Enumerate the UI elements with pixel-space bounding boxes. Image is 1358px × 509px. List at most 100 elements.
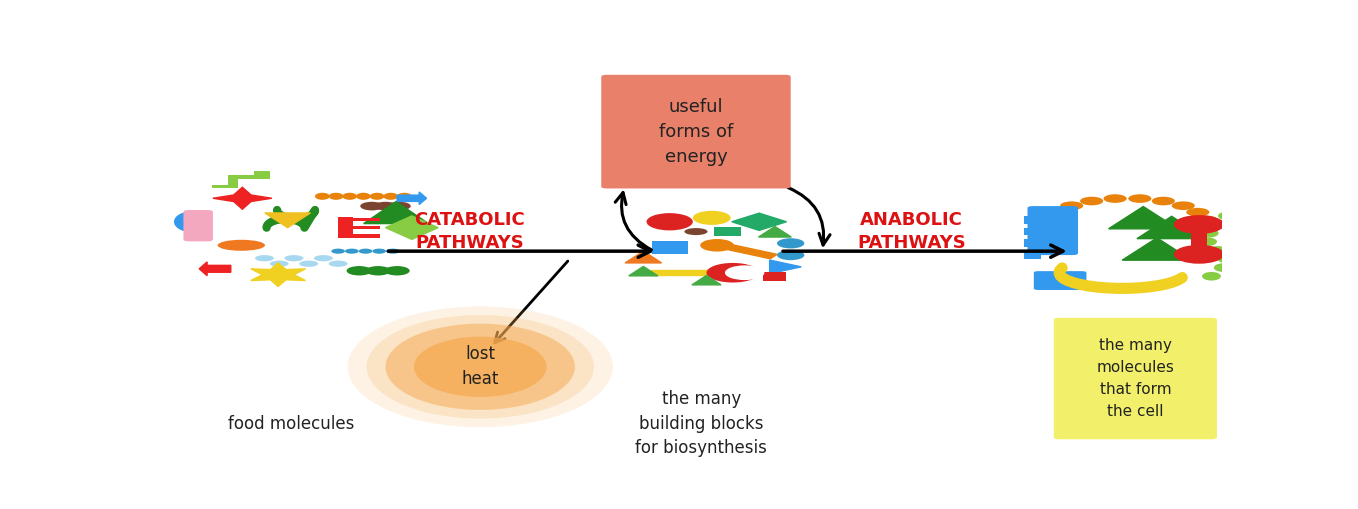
Text: the many
molecules
that form
the cell: the many molecules that form the cell — [1096, 338, 1175, 419]
Polygon shape — [364, 202, 428, 223]
Circle shape — [777, 238, 804, 248]
Ellipse shape — [1209, 246, 1228, 254]
Circle shape — [1194, 215, 1217, 224]
Polygon shape — [720, 244, 777, 259]
Ellipse shape — [217, 240, 265, 251]
Ellipse shape — [174, 212, 208, 232]
Polygon shape — [693, 275, 721, 285]
Polygon shape — [1122, 238, 1192, 260]
Bar — [763, 272, 786, 281]
Polygon shape — [1108, 207, 1177, 229]
Circle shape — [725, 265, 765, 280]
Bar — [1191, 224, 1207, 254]
Ellipse shape — [315, 193, 330, 200]
Polygon shape — [652, 270, 709, 275]
Bar — [338, 234, 380, 238]
Ellipse shape — [329, 261, 348, 267]
Circle shape — [1172, 202, 1195, 210]
Bar — [1024, 228, 1042, 236]
Circle shape — [384, 266, 410, 275]
Ellipse shape — [1218, 212, 1237, 220]
FancyBboxPatch shape — [1028, 206, 1078, 255]
FancyBboxPatch shape — [602, 75, 790, 188]
Ellipse shape — [314, 255, 333, 261]
Circle shape — [777, 250, 804, 260]
Ellipse shape — [329, 193, 344, 200]
Bar — [1024, 239, 1042, 247]
Ellipse shape — [1202, 272, 1221, 280]
Ellipse shape — [397, 193, 411, 200]
Ellipse shape — [359, 248, 372, 253]
Ellipse shape — [348, 306, 612, 427]
Ellipse shape — [299, 261, 318, 267]
Circle shape — [1061, 202, 1084, 210]
Circle shape — [1187, 208, 1210, 216]
Polygon shape — [759, 227, 792, 237]
Ellipse shape — [369, 193, 384, 200]
Circle shape — [1080, 196, 1103, 205]
Bar — [652, 241, 687, 254]
Ellipse shape — [284, 255, 303, 261]
Ellipse shape — [331, 248, 345, 253]
Circle shape — [365, 266, 391, 275]
Ellipse shape — [373, 202, 397, 210]
Polygon shape — [1137, 216, 1206, 239]
Bar — [338, 217, 353, 238]
Circle shape — [701, 239, 733, 251]
Polygon shape — [732, 213, 786, 231]
Bar — [1024, 251, 1042, 259]
Polygon shape — [625, 251, 661, 263]
Bar — [1024, 216, 1042, 224]
Circle shape — [1128, 194, 1152, 203]
Ellipse shape — [342, 193, 357, 200]
Circle shape — [1038, 215, 1061, 224]
Ellipse shape — [414, 336, 546, 397]
Ellipse shape — [372, 248, 386, 253]
Bar — [338, 226, 380, 230]
Ellipse shape — [1218, 254, 1237, 263]
Text: useful
forms of
energy: useful forms of energy — [659, 98, 733, 165]
Polygon shape — [265, 213, 311, 228]
FancyBboxPatch shape — [1033, 271, 1086, 290]
Text: the many
building blocks
for biosynthesis: the many building blocks for biosynthesi… — [636, 390, 767, 457]
Ellipse shape — [356, 193, 371, 200]
FancyBboxPatch shape — [1054, 318, 1217, 439]
Ellipse shape — [387, 202, 410, 210]
Ellipse shape — [383, 193, 398, 200]
FancyBboxPatch shape — [183, 210, 213, 241]
Ellipse shape — [1214, 263, 1233, 272]
Ellipse shape — [255, 255, 274, 261]
Polygon shape — [770, 260, 801, 274]
Ellipse shape — [684, 228, 708, 235]
Text: food molecules: food molecules — [228, 415, 354, 433]
Wedge shape — [706, 263, 759, 282]
Text: lost
heat: lost heat — [462, 345, 498, 388]
Text: CATABOLIC
PATHWAYS: CATABOLIC PATHWAYS — [414, 211, 526, 252]
Polygon shape — [200, 262, 231, 276]
Circle shape — [346, 266, 372, 275]
Bar — [338, 218, 380, 221]
Ellipse shape — [367, 315, 593, 418]
Ellipse shape — [386, 248, 399, 253]
Circle shape — [1173, 215, 1225, 234]
Ellipse shape — [360, 202, 383, 210]
Polygon shape — [212, 171, 270, 188]
Ellipse shape — [1198, 238, 1217, 246]
Circle shape — [646, 213, 693, 231]
Ellipse shape — [270, 261, 289, 267]
Ellipse shape — [386, 324, 574, 410]
Circle shape — [1152, 196, 1175, 205]
Circle shape — [1104, 194, 1127, 203]
Ellipse shape — [1211, 220, 1230, 229]
Ellipse shape — [1199, 229, 1218, 238]
Polygon shape — [629, 266, 657, 276]
Polygon shape — [251, 263, 306, 287]
Ellipse shape — [345, 248, 359, 253]
Text: ANABOLIC
PATHWAYS: ANABOLIC PATHWAYS — [857, 211, 966, 252]
Polygon shape — [213, 187, 272, 209]
Polygon shape — [397, 192, 426, 205]
Polygon shape — [386, 216, 439, 239]
Bar — [714, 227, 741, 236]
Circle shape — [693, 211, 731, 225]
Circle shape — [1173, 245, 1225, 264]
